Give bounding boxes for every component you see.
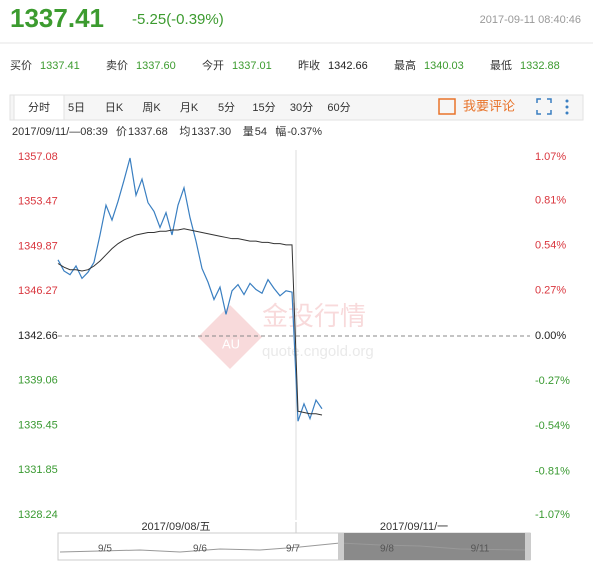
average-line: [57, 228, 323, 416]
watermark-logo: AU: [222, 336, 240, 351]
tab[interactable]: 月K: [180, 102, 199, 114]
info-text: 2017/09/11/—08:39: [12, 126, 108, 138]
quote-value: 1340.03: [424, 60, 464, 72]
y2-tick-label: 0.00%: [535, 330, 566, 342]
navigator-selection[interactable]: [343, 533, 527, 560]
y2-tick-label: 1.07%: [535, 151, 566, 163]
tab[interactable]: 30分: [290, 101, 313, 114]
quote-label: 卖价: [106, 59, 128, 72]
y-tick-label: 1357.08: [18, 151, 58, 163]
info-text: 均: [179, 125, 190, 138]
y-tick-label: 1349.87: [18, 240, 58, 252]
info-text: 量: [243, 125, 254, 138]
navigator-date: 2017/09/08/五: [141, 521, 210, 533]
watermark-name: 金投行情: [262, 301, 366, 331]
tab[interactable]: 日K: [105, 102, 124, 114]
quote-label: 昨收: [298, 58, 320, 72]
quote-label: 最高: [394, 58, 416, 72]
info-text: -0.37%: [287, 126, 322, 138]
quote-value: 1337.60: [136, 60, 176, 72]
price: 1337.41: [10, 3, 104, 33]
navigator: 2017/09/08/五 2017/09/11/一 9/5 9/6 9/7 9/8 9/11: [57, 521, 531, 561]
quote-label: 今开: [202, 58, 224, 72]
quote-label: 买价: [10, 59, 32, 72]
comment-button[interactable]: 我要评论: [463, 98, 515, 113]
navigator-day: 9/7: [286, 544, 300, 555]
plot: 1357.08 1353.47 1349.87 1346.27 1342.66 1339.…: [18, 151, 570, 521]
y2-tick-label: 0.81%: [535, 194, 566, 206]
y-tick-label: 1346.27: [18, 285, 58, 297]
y2-tick-label: -0.54%: [535, 420, 570, 432]
tab[interactable]: 5日: [68, 102, 85, 114]
info-text: 54: [255, 126, 267, 138]
navigator-day: 9/8: [380, 544, 394, 555]
navigator-day: 9/6: [193, 544, 207, 555]
y2-tick-label: -0.81%: [535, 465, 570, 477]
tab[interactable]: 周K: [142, 101, 161, 114]
quote-value: 1337.01: [232, 60, 272, 72]
navigator-line: [59, 542, 526, 553]
info-text: 1337.30: [191, 126, 231, 138]
y2-tick-label: -1.07%: [535, 509, 570, 521]
y-tick-label: 1328.24: [18, 509, 58, 521]
y-tick-label: 1335.45: [18, 419, 58, 431]
fullscreen-icon[interactable]: [536, 98, 552, 115]
quote-label: 最低: [490, 59, 512, 72]
y2-tick-label: 0.54%: [535, 240, 566, 252]
info-row: 2017/09/11/—08:39 价 1337.68 均 1337.30 量 54 幅 -0.…: [12, 125, 322, 138]
quote-value: 1342.66: [328, 60, 368, 72]
info-text: 幅: [275, 125, 286, 138]
tab-bar: [9, 94, 584, 121]
y-tick-label: 1331.85: [18, 464, 58, 476]
info-text: 价: [116, 125, 127, 138]
quote-value: 1332.88: [520, 60, 560, 72]
price-line: [57, 157, 323, 422]
y-tick-label: 1353.47: [18, 196, 58, 208]
timestamp: 2017-09-11 08:40:46: [480, 14, 581, 26]
y2-tick-label: -0.27%: [535, 375, 570, 387]
quote-row: 买价 1337.41 卖价 1337.60 今开 1337.01 昨收 1342.66 最高 13…: [10, 58, 560, 72]
tab[interactable]: 60分: [327, 101, 350, 114]
watermark-url: quote.cngold.org: [262, 343, 374, 360]
y2-tick-label: 0.27%: [535, 285, 566, 297]
y-tick-label: 1342.66: [18, 330, 58, 342]
info-text: 1337.68: [128, 126, 168, 138]
tab-active: [13, 94, 65, 121]
navigator-handle[interactable]: [338, 533, 344, 560]
tab[interactable]: 15分: [252, 101, 275, 114]
comment-icon: [438, 98, 456, 115]
navigator-date: 2017/09/11/一: [380, 521, 448, 533]
navigator-day: 9/5: [98, 544, 112, 555]
price-change: -5.25(-0.39%): [132, 11, 224, 28]
menu-icon[interactable]: [565, 99, 569, 115]
watermark: AU 金投行情 quote.cngold.org: [198, 301, 374, 369]
navigator-day: 9/11: [471, 544, 490, 555]
y-tick-label: 1339.06: [18, 375, 58, 387]
tab[interactable]: 5分: [218, 101, 235, 114]
quote-value: 1337.41: [40, 60, 80, 72]
tabs: 分时 5日 日K 周K 月K 5分 15分 30分 60分: [13, 94, 351, 121]
tab[interactable]: 分时: [28, 101, 50, 114]
navigator-handle[interactable]: [525, 533, 531, 560]
